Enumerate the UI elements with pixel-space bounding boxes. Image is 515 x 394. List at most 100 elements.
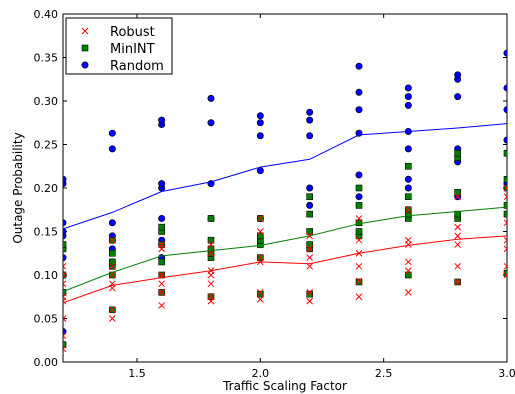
random-point — [404, 175, 412, 183]
random-point — [63, 219, 67, 227]
random-point — [404, 101, 412, 109]
random-point — [503, 49, 507, 57]
minint-point — [63, 245, 67, 253]
robust-point — [63, 345, 67, 353]
minint-point — [454, 189, 461, 196]
minint-point — [503, 176, 507, 183]
robust-point — [454, 262, 462, 270]
robust-point — [454, 223, 462, 231]
legend-label-minint: MinINT — [110, 42, 155, 57]
random-point — [503, 84, 507, 92]
x-tick-label: 3.0 — [498, 367, 515, 380]
random-point — [63, 175, 67, 183]
minint-point — [405, 193, 412, 200]
random-point — [454, 93, 462, 101]
robust-point — [63, 315, 67, 322]
x-tick-label: 2.5 — [375, 367, 393, 380]
minint-point — [503, 210, 507, 218]
random-point — [108, 145, 116, 153]
minint-point — [355, 228, 363, 235]
minint-point — [405, 162, 412, 170]
robust-point — [503, 271, 507, 279]
random-point — [306, 184, 314, 192]
robust-point — [256, 254, 264, 261]
random-point — [207, 94, 215, 102]
robust-point — [256, 228, 264, 235]
robust-point — [207, 280, 215, 288]
y-tick-label: 0.35 — [34, 52, 59, 65]
legend-label-robust: Robust — [110, 25, 155, 40]
minint-point — [257, 232, 264, 240]
data-marks — [63, 49, 507, 353]
robust-point — [503, 262, 507, 270]
robust-point — [355, 215, 363, 222]
minint-mean-line — [63, 206, 507, 292]
minint-point — [109, 249, 116, 257]
minint-point — [355, 184, 363, 192]
robust-point — [306, 245, 314, 253]
random-point — [454, 71, 462, 79]
random-point — [256, 119, 264, 127]
y-tick-label: 0.10 — [34, 269, 59, 282]
minint-point — [355, 202, 363, 209]
robust-point — [454, 278, 462, 286]
y-tick-label: 0.40 — [34, 8, 59, 21]
random-point — [503, 136, 507, 144]
y-axis-title: Outage Probability — [11, 132, 25, 243]
random-point — [355, 193, 363, 201]
minint-point — [503, 202, 507, 209]
robust-point — [108, 306, 116, 314]
random-point — [306, 201, 314, 209]
minint-point — [63, 289, 67, 296]
minint-point — [109, 258, 116, 266]
robust-point — [108, 315, 116, 322]
robust-point — [207, 241, 215, 248]
random-point — [108, 129, 116, 137]
robust-point — [404, 289, 412, 296]
random-point — [306, 108, 314, 116]
y-tick-label: 0.15 — [34, 226, 59, 239]
y-tick-label: 0.20 — [34, 182, 59, 195]
minint-point — [503, 184, 507, 192]
random-point — [256, 112, 264, 120]
minint-point — [207, 245, 215, 253]
minint-point — [454, 149, 461, 157]
minint-point — [63, 341, 67, 348]
robust-point — [63, 280, 67, 288]
random-point — [158, 180, 166, 188]
robust-point — [207, 293, 215, 301]
random-point — [63, 254, 67, 262]
minint-legend-marker — [81, 44, 89, 52]
robust-point — [404, 236, 412, 244]
robust-mean-line — [63, 235, 507, 304]
random-mean-line — [63, 123, 507, 230]
x-tick-label: 2.0 — [252, 367, 270, 380]
minint-point — [158, 258, 165, 266]
random-point — [256, 132, 264, 140]
robust-point — [306, 262, 314, 270]
minint-point — [355, 278, 363, 286]
random-point — [207, 119, 215, 127]
y-tick-label: 0.05 — [34, 313, 59, 326]
robust-point — [306, 289, 314, 296]
robust-point — [404, 258, 412, 266]
robust-point — [355, 277, 363, 285]
minint-point — [306, 228, 313, 235]
robust-point — [355, 262, 363, 270]
robust-point — [63, 332, 67, 340]
legend: Robust MinINT Random — [65, 17, 173, 75]
robust-point — [306, 254, 314, 261]
robust-point — [503, 193, 507, 201]
random-point — [306, 132, 314, 140]
minint-point — [503, 149, 507, 157]
random-point — [108, 219, 116, 227]
minint-point — [63, 241, 67, 248]
robust-point — [404, 206, 412, 214]
minint-point — [306, 210, 313, 218]
robust-point — [256, 296, 264, 303]
robust-point — [355, 236, 363, 244]
robust-point — [158, 241, 166, 248]
minint-point — [405, 271, 412, 279]
robust-point — [158, 302, 166, 309]
